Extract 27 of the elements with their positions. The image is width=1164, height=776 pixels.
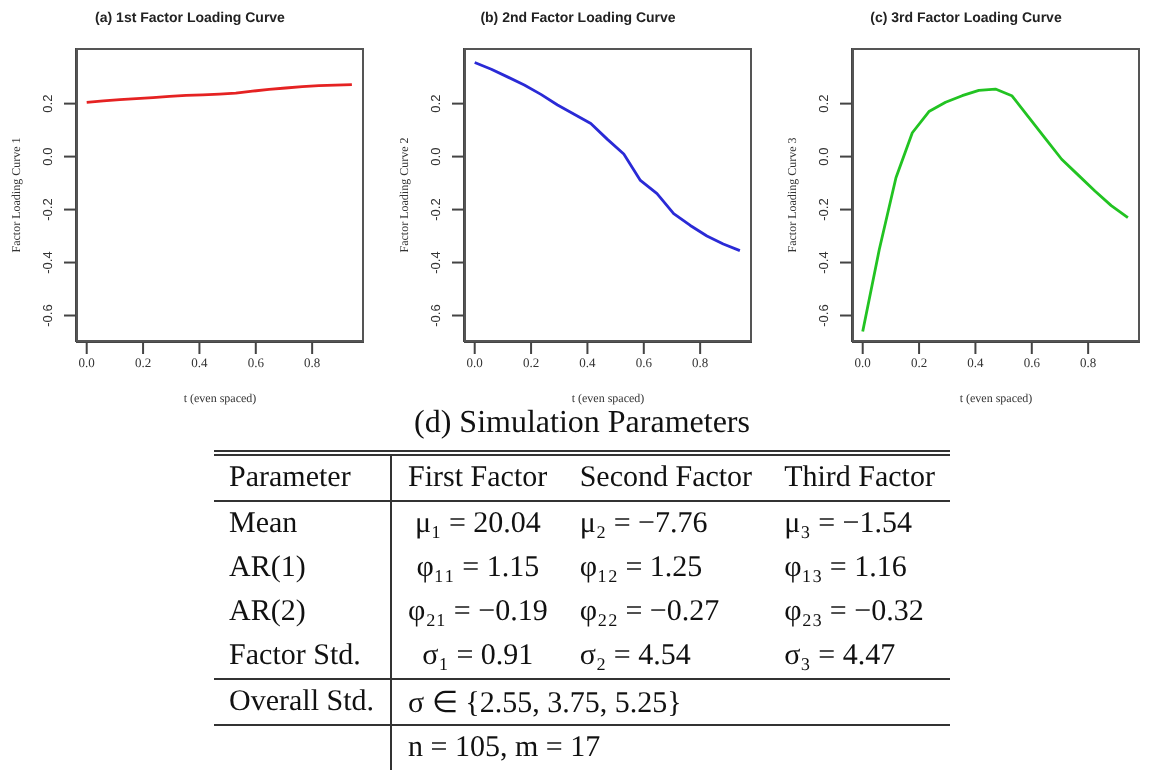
text: φ₂₃ = −0.32	[782, 593, 926, 631]
line-series	[85, 83, 354, 104]
text: Parameter	[213, 453, 392, 501]
text: AR(1)	[213, 546, 392, 590]
text: First Factor	[406, 459, 550, 497]
text: Mean	[213, 501, 392, 546]
text: φ₁₂ = 1.25	[577, 549, 705, 587]
text: Factor Std.	[213, 634, 392, 679]
text: σ₂ = 4.54	[577, 637, 693, 675]
text: μ₂ = −7.76	[577, 505, 710, 543]
text: (d) Simulation Parameters	[412, 406, 752, 444]
text: φ₁₁ = 1.15	[414, 549, 542, 587]
text: φ₁₃ = 1.16	[782, 549, 909, 587]
text: Third Factor	[782, 459, 937, 497]
text: AR(2)	[213, 590, 392, 634]
text: φ₂₁ = −0.19	[406, 593, 550, 631]
text: σ₁ = 0.91	[420, 637, 536, 675]
line-series	[473, 61, 742, 253]
text: φ₂₂ = −0.27	[577, 593, 722, 631]
text: n = 105, m = 17	[406, 729, 603, 767]
text: Overall Std.	[213, 679, 392, 725]
text: μ₁ = 20.04	[412, 505, 543, 543]
text: Second Factor	[577, 459, 755, 497]
line-series	[861, 87, 1130, 333]
text: μ₃ = −1.54	[782, 505, 915, 543]
text: σ ∈ {2.55, 3.75, 5.25}	[406, 685, 684, 723]
text: σ₃ = 4.47	[782, 637, 898, 675]
